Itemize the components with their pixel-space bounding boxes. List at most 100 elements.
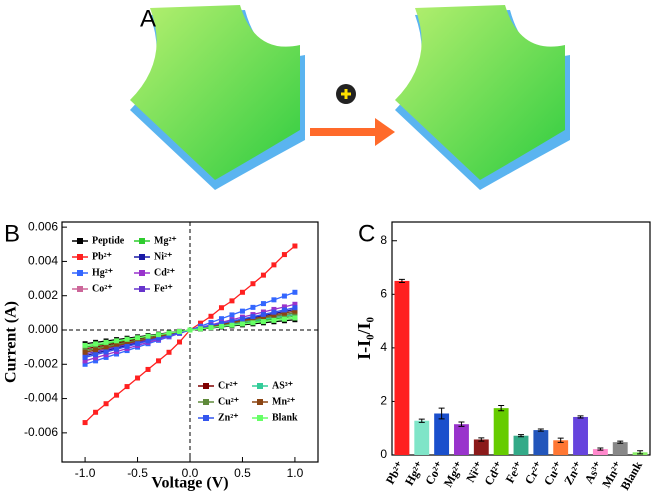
- legend-marker: [203, 399, 209, 405]
- data-point: [93, 347, 99, 353]
- data-point: [166, 330, 172, 336]
- data-point: [82, 420, 88, 426]
- error-bar: [458, 421, 465, 427]
- legend-label: Cd²⁺: [154, 267, 175, 278]
- legend-marker: [203, 383, 209, 389]
- data-point: [103, 352, 109, 358]
- data-point: [208, 313, 214, 319]
- data-point: [218, 305, 224, 311]
- data-point: [114, 346, 120, 352]
- legend-marker: [257, 383, 263, 389]
- data-point: [177, 339, 183, 345]
- data-point: [197, 326, 203, 332]
- iv-chart: -1.0 -0.5 0.0 0.5 1.0 -0.006 -0.004 -0.002 0.000…: [3, 219, 319, 492]
- data-point: [250, 281, 256, 287]
- error-bar: [418, 418, 425, 423]
- bar: [573, 416, 588, 455]
- error-bar: [398, 278, 405, 284]
- y-tick-label: 0.002: [28, 288, 58, 302]
- legend-marker: [77, 270, 83, 276]
- x-tick-label: -0.5: [127, 466, 148, 480]
- data-point: [82, 342, 88, 348]
- x-tick-label: Blank: [618, 459, 646, 493]
- legend-label: Mg²⁺: [154, 235, 177, 246]
- panel-label: C: [358, 220, 375, 247]
- data-point: [103, 354, 109, 360]
- x-tick-label: Cd²⁺: [481, 459, 506, 488]
- x-tick-label: 0.0: [182, 466, 199, 480]
- x-tick-label: Mg²⁺: [441, 459, 467, 490]
- bar: [513, 435, 529, 455]
- legend-marker: [77, 286, 83, 292]
- x-tick-label: 0.5: [234, 466, 251, 480]
- legend-label: Zn²⁺: [218, 412, 239, 423]
- data-point: [124, 336, 130, 342]
- data-point: [239, 316, 245, 322]
- data-point: [260, 272, 266, 278]
- legend-marker: [139, 238, 145, 244]
- bar: [553, 440, 569, 455]
- data-point: [156, 358, 162, 364]
- data-point: [281, 310, 287, 316]
- data-point: [271, 297, 277, 303]
- x-tick-label: Fe³⁺: [503, 459, 526, 486]
- x-tick-label: Cu²⁺: [541, 459, 566, 488]
- data-point: [271, 309, 277, 315]
- data-point: [281, 293, 287, 299]
- data-point: [208, 325, 214, 331]
- legend-label: Blank: [272, 412, 298, 423]
- data-point: [218, 323, 224, 329]
- data-point: [292, 301, 298, 307]
- data-point: [250, 304, 256, 310]
- data-point: [260, 319, 266, 325]
- data-point: [93, 352, 99, 358]
- data-point: [135, 338, 141, 344]
- data-point: [271, 312, 277, 318]
- data-point: [292, 315, 298, 321]
- legend-label: Cu²⁺: [218, 396, 239, 407]
- data-point: [82, 354, 88, 360]
- x-tick-label: -1.0: [75, 466, 96, 480]
- bar: [533, 430, 549, 455]
- y-tick-label: 0.004: [28, 254, 58, 268]
- data-point: [260, 301, 266, 307]
- data-point: [229, 318, 235, 324]
- data-point: [103, 345, 109, 351]
- legend-label: Co²⁺: [92, 283, 113, 294]
- data-point: [239, 308, 245, 314]
- data-point: [93, 409, 99, 415]
- data-point: [114, 338, 120, 344]
- data-point: [114, 343, 120, 349]
- data-point: [281, 307, 287, 313]
- x-tick-label: 1.0: [287, 466, 304, 480]
- y-tick-label: -0.004: [24, 391, 58, 405]
- data-point: [103, 401, 109, 407]
- error-bar: [498, 404, 505, 412]
- bar: [592, 449, 608, 455]
- legend-marker: [203, 415, 209, 421]
- data-point: [82, 361, 88, 367]
- data-point: [145, 366, 151, 372]
- error-bar: [597, 447, 604, 451]
- data-point: [124, 384, 130, 390]
- legend-marker: [77, 254, 83, 260]
- error-bar: [557, 437, 564, 443]
- data-point: [281, 252, 287, 258]
- data-point: [260, 311, 266, 317]
- error-bar: [617, 440, 624, 444]
- data-point: [124, 343, 130, 349]
- data-point: [114, 392, 120, 398]
- bar-chart: 02468I-I₀/I₀Pb²⁺Hg²⁺Co²⁺Mg²⁺Ni²⁺Cd²⁺Fe³⁺…: [354, 221, 651, 493]
- data-point: [281, 316, 287, 322]
- error-bar: [518, 434, 524, 438]
- data-point: [218, 316, 224, 322]
- data-point: [197, 320, 203, 326]
- data-point: [187, 327, 193, 333]
- data-point: [156, 335, 162, 341]
- data-point: [82, 358, 88, 364]
- y-tick-label: 4: [380, 340, 387, 354]
- panel-label: B: [4, 220, 20, 247]
- data-point: [135, 341, 141, 347]
- data-point: [292, 308, 298, 314]
- data-point: [156, 332, 162, 338]
